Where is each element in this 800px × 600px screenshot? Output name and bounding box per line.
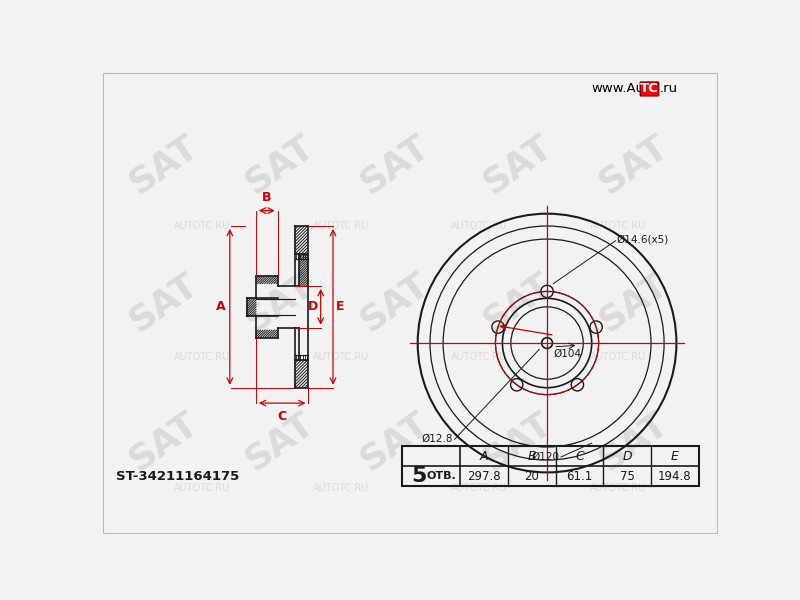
- Text: AUTOTC.RU: AUTOTC.RU: [174, 221, 230, 231]
- Text: SAT: SAT: [593, 267, 674, 339]
- Text: AUTOTC.RU: AUTOTC.RU: [590, 483, 646, 493]
- Text: SAT: SAT: [593, 128, 674, 200]
- Text: A: A: [215, 301, 226, 313]
- Text: D: D: [308, 301, 318, 313]
- Text: SAT: SAT: [354, 406, 435, 478]
- Text: 194.8: 194.8: [658, 470, 692, 483]
- Bar: [402, 446, 698, 486]
- Text: SAT: SAT: [477, 406, 558, 478]
- Text: AUTOTC.RU: AUTOTC.RU: [451, 352, 507, 362]
- Text: Ø14.6(x5): Ø14.6(x5): [616, 234, 669, 244]
- Text: SAT: SAT: [477, 267, 558, 339]
- Text: Ø120: Ø120: [532, 452, 560, 462]
- Text: Ø104: Ø104: [554, 349, 582, 359]
- Text: SAT: SAT: [122, 267, 205, 339]
- Text: SAT: SAT: [354, 128, 435, 200]
- Text: 61.1: 61.1: [566, 470, 593, 483]
- Text: D: D: [622, 450, 632, 463]
- Text: SAT: SAT: [593, 406, 674, 478]
- Text: E: E: [336, 301, 345, 313]
- Text: AUTOTC.RU: AUTOTC.RU: [590, 352, 646, 362]
- Text: AUTOTC.RU: AUTOTC.RU: [313, 483, 369, 493]
- Text: .ru: .ru: [659, 82, 678, 95]
- Text: AUTOTC.RU: AUTOTC.RU: [313, 352, 369, 362]
- Text: 297.8: 297.8: [467, 470, 501, 483]
- Text: TC: TC: [640, 82, 659, 95]
- Text: www.Auto: www.Auto: [592, 82, 658, 95]
- Text: AUTOTC.RU: AUTOTC.RU: [174, 352, 230, 362]
- Text: SAT: SAT: [238, 406, 320, 478]
- Text: B: B: [262, 191, 271, 203]
- Text: Ø12.8: Ø12.8: [422, 434, 453, 444]
- Text: A: A: [480, 450, 488, 463]
- Text: AUTOTC.RU: AUTOTC.RU: [313, 221, 369, 231]
- Text: AUTOTC.RU: AUTOTC.RU: [451, 221, 507, 231]
- FancyBboxPatch shape: [640, 82, 658, 96]
- Text: AUTOTC.RU: AUTOTC.RU: [451, 483, 507, 493]
- Text: ОТВ.: ОТВ.: [427, 471, 457, 481]
- Text: SAT: SAT: [238, 128, 320, 200]
- Text: SAT: SAT: [122, 128, 205, 200]
- Text: C: C: [278, 410, 286, 423]
- Text: 5: 5: [411, 466, 427, 486]
- Text: SAT: SAT: [477, 128, 558, 200]
- Text: B: B: [527, 450, 536, 463]
- Text: SAT: SAT: [238, 267, 320, 339]
- Text: 20: 20: [524, 470, 539, 483]
- Text: AUTOTC.RU: AUTOTC.RU: [590, 221, 646, 231]
- Text: SAT: SAT: [354, 267, 435, 339]
- Text: SAT: SAT: [122, 406, 205, 478]
- Text: C: C: [575, 450, 584, 463]
- Text: 75: 75: [620, 470, 634, 483]
- Text: E: E: [671, 450, 679, 463]
- Text: AUTOTC.RU: AUTOTC.RU: [174, 483, 230, 493]
- Text: ST-34211164175: ST-34211164175: [116, 470, 239, 483]
